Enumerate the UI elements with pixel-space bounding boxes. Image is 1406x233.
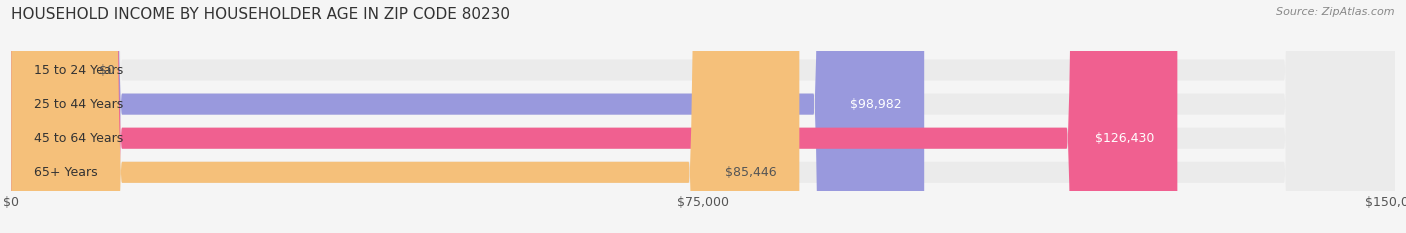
FancyBboxPatch shape (11, 0, 1395, 233)
FancyBboxPatch shape (11, 0, 924, 233)
Text: $126,430: $126,430 (1095, 132, 1154, 145)
Text: $0: $0 (98, 64, 115, 76)
FancyBboxPatch shape (11, 0, 1177, 233)
FancyBboxPatch shape (11, 0, 1395, 233)
FancyBboxPatch shape (11, 0, 800, 233)
Text: $98,982: $98,982 (849, 98, 901, 111)
Text: 25 to 44 Years: 25 to 44 Years (34, 98, 124, 111)
Text: HOUSEHOLD INCOME BY HOUSEHOLDER AGE IN ZIP CODE 80230: HOUSEHOLD INCOME BY HOUSEHOLDER AGE IN Z… (11, 7, 510, 22)
FancyBboxPatch shape (11, 0, 1395, 233)
FancyBboxPatch shape (11, 0, 1395, 233)
Text: 15 to 24 Years: 15 to 24 Years (34, 64, 124, 76)
Text: 65+ Years: 65+ Years (34, 166, 98, 179)
Text: 45 to 64 Years: 45 to 64 Years (34, 132, 124, 145)
Text: $85,446: $85,446 (724, 166, 776, 179)
FancyBboxPatch shape (11, 0, 76, 233)
Text: Source: ZipAtlas.com: Source: ZipAtlas.com (1277, 7, 1395, 17)
